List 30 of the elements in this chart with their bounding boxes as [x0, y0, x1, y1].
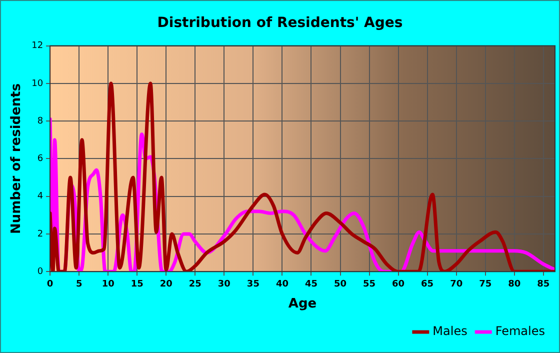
x-tick-label: 60: [392, 279, 405, 290]
x-tick-label: 65: [421, 279, 434, 290]
x-tick-label: 25: [188, 279, 202, 290]
x-tick-label: 40: [276, 279, 288, 290]
x-tick-label: 70: [450, 279, 463, 290]
x-tick-label: 20: [160, 279, 172, 290]
x-tick-label: 45: [304, 279, 318, 290]
x-tick-label: 50: [334, 279, 347, 290]
y-tick-label: 12: [32, 41, 44, 52]
x-tick-label: 55: [363, 279, 376, 290]
y-tick-label: 4: [37, 192, 44, 202]
x-tick-label: 80: [508, 279, 521, 290]
y-tick-label: 6: [37, 154, 44, 164]
y-tick-label: 2: [37, 229, 44, 240]
y-axis-title: Number of residents: [9, 83, 24, 234]
y-tick-label: 0: [37, 266, 44, 277]
x-tick-label: 0: [46, 279, 54, 290]
legend-label: Males: [432, 324, 468, 338]
x-tick-label: 5: [76, 279, 82, 290]
x-tick-label: 15: [130, 279, 144, 290]
x-tick-label: 10: [102, 279, 114, 290]
x-tick-label: 75: [479, 279, 492, 290]
y-tick-label: 10: [32, 78, 44, 89]
x-tick-label: 85: [537, 279, 550, 290]
x-tick-label: 35: [246, 279, 260, 290]
x-axis-title: Age: [288, 296, 317, 312]
x-tick-label: 30: [218, 279, 230, 290]
y-tick-label: 8: [37, 116, 44, 126]
chart-title: Distribution of Residents' Ages: [157, 15, 403, 32]
legend-label: Females: [495, 324, 545, 338]
